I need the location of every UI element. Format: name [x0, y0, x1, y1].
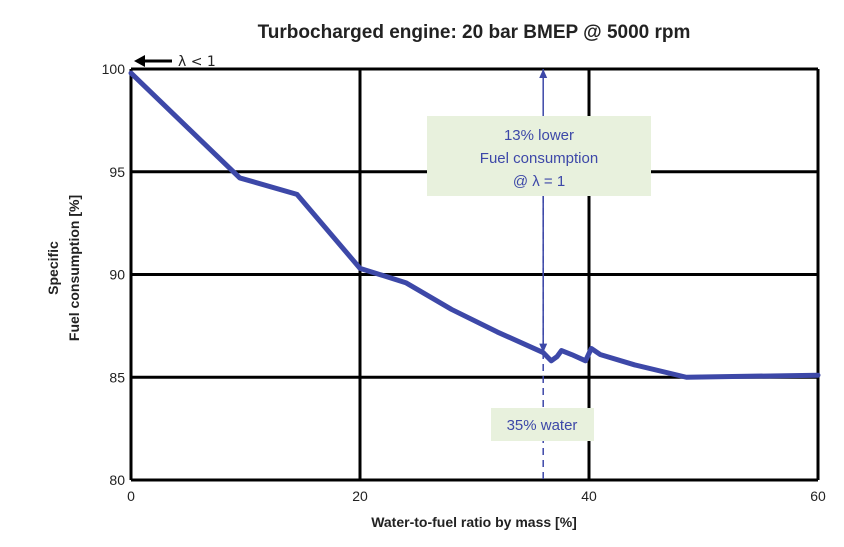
reduction-arrow-head-top: [539, 69, 548, 78]
y-tick-label: 80: [109, 472, 125, 488]
lambda-arrow-head: [134, 55, 145, 67]
vline-label: 35% water: [507, 417, 578, 434]
y-axis-label-line-2: Fuel consumption [%]: [66, 195, 82, 341]
grid: [129, 67, 820, 482]
x-axis-label: Water-to-fuel ratio by mass [%]: [371, 514, 577, 530]
vline-label-box: [491, 408, 594, 441]
series-layer: [128, 70, 821, 380]
callout-line-1: 13% lower: [504, 127, 574, 144]
lambda-marker-label: λ < 1: [178, 54, 216, 70]
y-tick-label: 100: [102, 61, 126, 77]
annotations: 13% lower Fuel consumption @ λ = 1 35% wate…: [427, 69, 651, 482]
callout-line-3: @ λ = 1: [513, 173, 565, 190]
x-tick-label: 60: [810, 488, 826, 504]
x-tick-label: 40: [581, 488, 597, 504]
x-tick-label: 20: [352, 488, 368, 504]
axis-text: 80 85 90 95 100 0 20 40 60: [102, 61, 826, 504]
series-line: [128, 70, 821, 380]
y-tick-label: 95: [109, 164, 125, 180]
chart-title: Turbocharged engine: 20 bar BMEP @ 5000 …: [258, 22, 691, 43]
y-tick-label: 85: [109, 369, 125, 385]
y-axis-label-line-1: Specific: [45, 241, 61, 295]
callout-box: [427, 116, 651, 196]
y-tick-label: 90: [109, 267, 125, 283]
x-tick-label: 0: [127, 488, 135, 504]
callout-line-2: Fuel consumption: [480, 150, 598, 167]
reduction-arrow-head-bottom: [539, 343, 548, 353]
